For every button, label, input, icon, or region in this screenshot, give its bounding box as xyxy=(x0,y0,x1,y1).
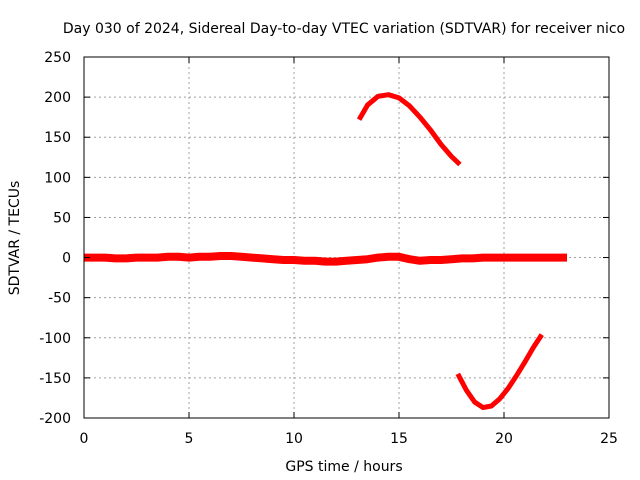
y-tick-label: 100 xyxy=(44,170,71,186)
data-series xyxy=(84,92,567,411)
x-tick-label: 0 xyxy=(80,431,89,447)
y-tick-label: -200 xyxy=(39,411,71,427)
y-tick-label: -100 xyxy=(39,331,71,347)
axis-ticks: 0 5 10 15 20 25 -200 -150 -100 -50 0 50 100 150 200 250 xyxy=(39,50,618,447)
x-tick-label: 15 xyxy=(390,431,408,447)
y-tick-label: 50 xyxy=(53,210,71,226)
series-line-2 xyxy=(356,92,462,167)
y-tick-label: 0 xyxy=(62,251,71,267)
grid xyxy=(84,57,609,418)
y-tick-label: 250 xyxy=(44,50,71,66)
chart-title: Day 030 of 2024, Sidereal Day-to-day VTE… xyxy=(63,21,625,37)
x-axis-label: GPS time / hours xyxy=(285,459,402,475)
x-tick-label: 20 xyxy=(495,431,513,447)
plot-frame xyxy=(83,56,610,419)
x-tick-label: 10 xyxy=(285,431,303,447)
y-tick-label: 150 xyxy=(44,130,71,146)
y-tick-label: -150 xyxy=(39,371,71,387)
x-tick-label: 5 xyxy=(185,431,194,447)
x-tick-label: 25 xyxy=(600,431,618,447)
series-line-1 xyxy=(84,252,567,266)
y-tick-label: 200 xyxy=(44,90,71,106)
series-line-3 xyxy=(455,333,544,411)
y-tick-label: -50 xyxy=(48,291,71,307)
y-axis-label: SDTVAR / TECUs xyxy=(7,181,23,296)
